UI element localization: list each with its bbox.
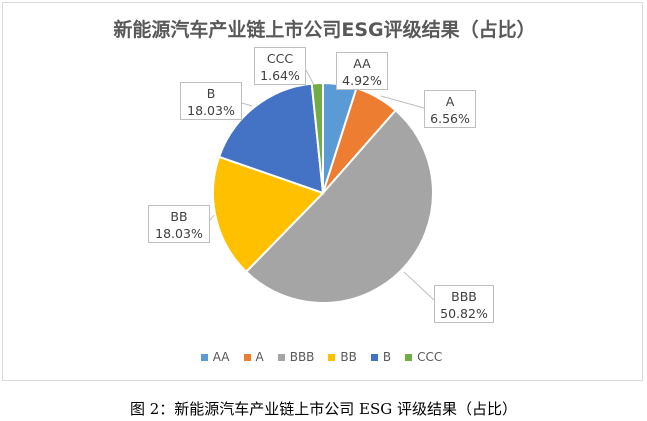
legend-label: AA	[212, 350, 230, 364]
data-label-value: 50.82%	[440, 306, 488, 321]
leader-line	[305, 69, 315, 86]
data-label-b: B 18.03%	[180, 82, 242, 120]
legend-swatch-icon	[277, 353, 285, 361]
data-label-category: BB	[170, 209, 188, 224]
legend-label: A	[255, 350, 264, 364]
data-label-category: BBB	[451, 289, 477, 304]
leader-line	[241, 102, 253, 107]
figure-caption: 图 2：新能源汽车产业链上市公司 ESG 评级结果（占比）	[129, 400, 518, 418]
legend-swatch-icon	[243, 353, 251, 361]
data-label-value: 18.03%	[155, 226, 203, 241]
legend-item-bbb: BBB	[277, 350, 315, 364]
legend-swatch-icon	[370, 353, 378, 361]
legend-swatch-icon	[200, 353, 208, 361]
data-label-category: AA	[353, 56, 371, 71]
data-label-bbb: BBB 50.82%	[434, 285, 494, 323]
data-label-aa: AA 4.92%	[336, 52, 388, 90]
data-label-category: A	[445, 94, 455, 109]
leader-line	[403, 271, 435, 301]
legend-label: CCC	[417, 350, 443, 364]
data-label-a: A 6.56%	[424, 90, 476, 128]
legend-item-bb: BB	[328, 350, 357, 364]
legend-item-ccc: CCC	[405, 350, 442, 364]
data-label-ccc: CCC 1.64%	[254, 47, 306, 85]
chart-title: 新能源汽车产业链上市公司ESG评级结果（占比）	[113, 19, 536, 41]
data-label-value: 1.64%	[260, 68, 300, 83]
legend-label: BB	[340, 350, 357, 364]
legend-item-b: B	[370, 350, 392, 364]
leader-line	[380, 95, 425, 109]
pie-slice-bbb	[244, 108, 434, 304]
legend-swatch-icon	[405, 353, 413, 361]
legend-swatch-icon	[328, 353, 336, 361]
data-label-value: 6.56%	[430, 111, 470, 126]
chart-legend: AA A BBB BB B CCC	[0, 350, 643, 364]
leader-line	[209, 214, 215, 221]
data-label-value: 18.03%	[187, 103, 235, 118]
data-label-value: 4.92%	[342, 73, 382, 88]
pie-chart	[209, 69, 435, 304]
legend-item-aa: AA	[200, 350, 230, 364]
data-label-bb: BB 18.03%	[148, 205, 210, 243]
data-label-category: CCC	[266, 51, 294, 66]
chart-area: 新能源汽车产业链上市公司ESG评级结果（占比）	[2, 2, 643, 381]
pie-slice-bb	[212, 155, 325, 274]
pie-slice-ccc	[310, 81, 324, 194]
legend-label: BBB	[289, 350, 315, 364]
legend-label: B	[382, 350, 392, 364]
legend-item-a: A	[243, 350, 264, 364]
data-label-category: B	[206, 86, 216, 101]
pie-slice-b	[217, 82, 325, 195]
